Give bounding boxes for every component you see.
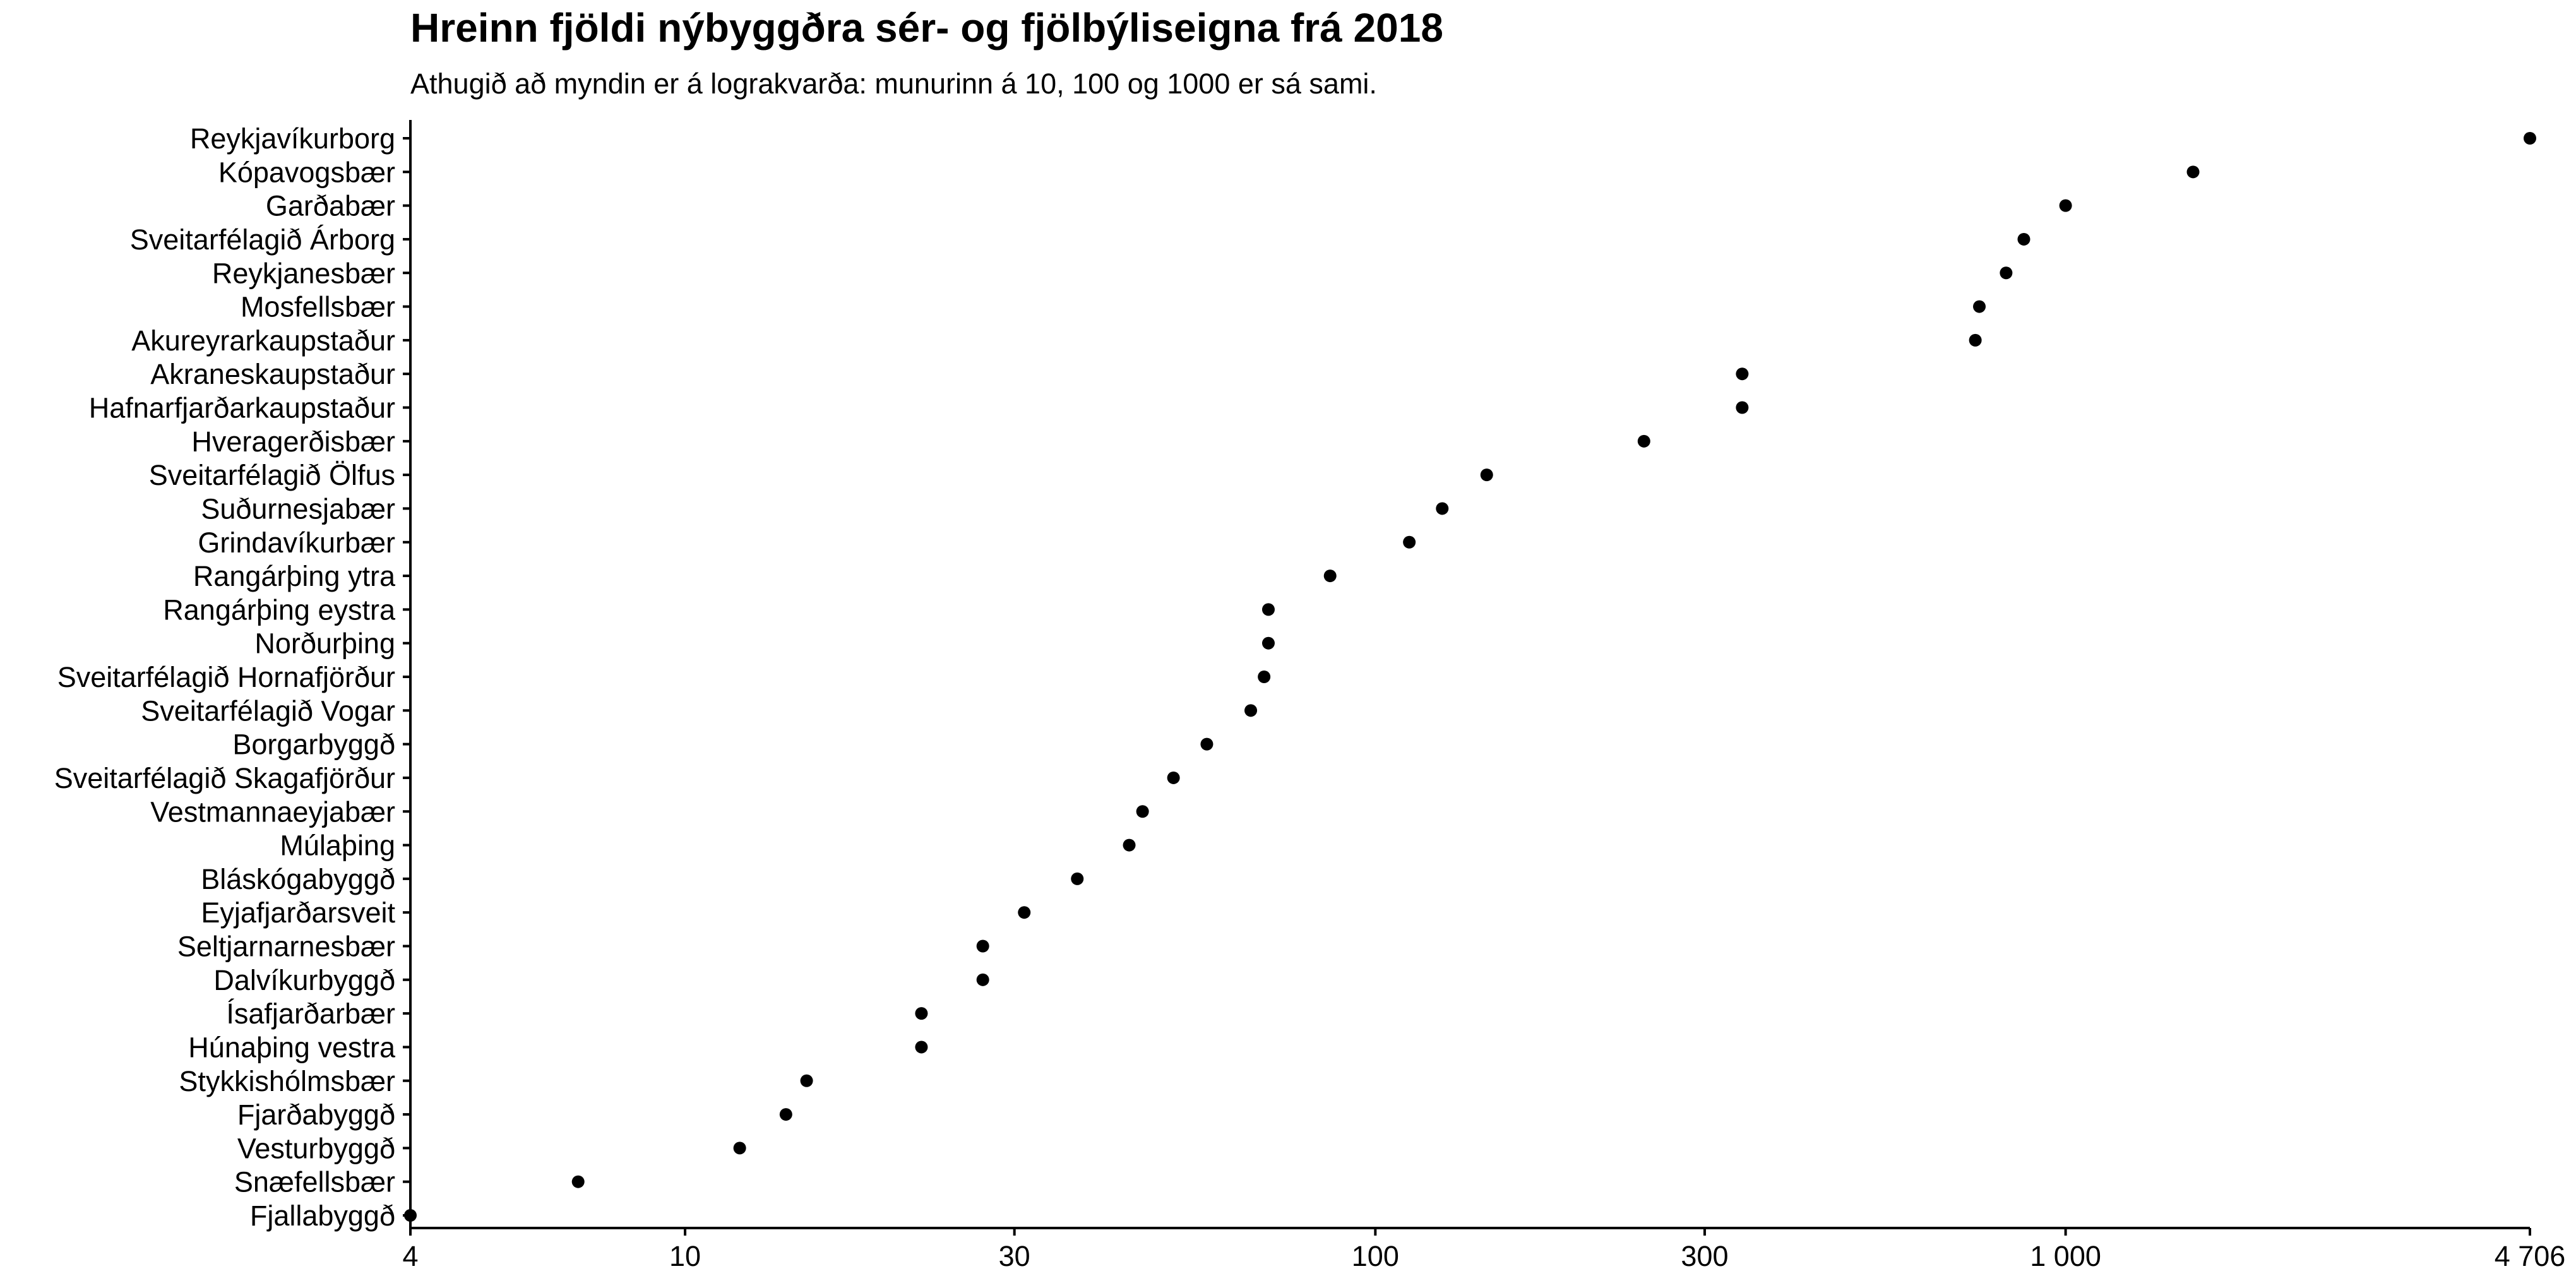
category-label: Fjallabyggð xyxy=(250,1200,395,1232)
category-label: Sveitarfélagið Hornafjörður xyxy=(57,661,395,693)
data-point xyxy=(1258,671,1271,683)
category-label: Múlaþing xyxy=(280,830,395,862)
x-tick-label: 30 xyxy=(999,1240,1030,1272)
category-label: Akureyrarkaupstaður xyxy=(131,325,395,357)
data-point xyxy=(1018,906,1031,919)
category-label: Garðabær xyxy=(266,190,395,222)
data-point xyxy=(571,1175,585,1188)
data-point xyxy=(1123,838,1136,852)
category-label: Sveitarfélagið Vogar xyxy=(141,695,395,727)
category-label: Sveitarfélagið Skagafjörður xyxy=(54,762,395,794)
category-label: Hveragerðisbær xyxy=(191,426,395,458)
category-label: Norðurþing xyxy=(254,628,395,660)
category-label: Rangárþing ytra xyxy=(193,560,396,592)
category-label: Rangárþing eystra xyxy=(163,593,396,626)
category-label: Reykjanesbær xyxy=(212,257,395,289)
chart-title: Hreinn fjöldi nýbyggðra sér- og fjölbýli… xyxy=(410,5,1443,51)
x-tick-label: 300 xyxy=(1681,1240,1728,1272)
data-point xyxy=(800,1074,813,1087)
category-label: Kópavogsbær xyxy=(218,156,395,188)
category-label: Fjarðabyggð xyxy=(237,1099,395,1131)
category-label: Ísafjarðarbær xyxy=(226,998,395,1030)
category-label: Grindavíkurbær xyxy=(198,527,395,559)
category-label: Snæfellsbær xyxy=(234,1166,395,1198)
data-point xyxy=(1436,502,1449,515)
x-tick-label: 100 xyxy=(1352,1240,1399,1272)
x-tick-label: 1 000 xyxy=(2030,1240,2101,1272)
data-point xyxy=(1167,771,1180,784)
data-point xyxy=(1736,401,1749,414)
data-point xyxy=(1071,872,1084,885)
data-point xyxy=(2059,199,2072,212)
category-label: Sveitarfélagið Ölfus xyxy=(149,459,395,491)
category-label: Eyjafjarðarsveit xyxy=(201,897,395,929)
category-label: Bláskógabyggð xyxy=(201,863,395,895)
category-label: Seltjarnarnesbær xyxy=(177,931,395,963)
data-point xyxy=(2017,232,2030,246)
category-label: Stykkishólmsbær xyxy=(179,1065,395,1097)
x-tick-label: 4 xyxy=(402,1240,418,1272)
data-point xyxy=(915,1041,928,1054)
category-label: Mosfellsbær xyxy=(241,291,395,323)
category-label: Dalvíkurbyggð xyxy=(213,964,395,996)
category-label: Húnaþing vestra xyxy=(188,1031,396,1063)
data-point xyxy=(1323,569,1337,583)
category-label: Borgarbyggð xyxy=(232,729,395,761)
data-point xyxy=(1244,704,1258,717)
category-label: Vestmannaeyjabær xyxy=(150,796,395,828)
category-label: Hafnarfjarðarkaupstaður xyxy=(89,392,395,424)
data-point xyxy=(1480,468,1493,482)
category-label: Akraneskaupstaður xyxy=(150,358,395,390)
data-point xyxy=(2524,132,2536,145)
y-axis: ReykjavíkurborgKópavogsbærGarðabærSveita… xyxy=(54,120,412,1232)
data-point xyxy=(2000,266,2013,280)
data-point xyxy=(1136,805,1149,818)
data-point xyxy=(915,1007,928,1020)
data-point xyxy=(1736,367,1749,381)
data-point xyxy=(1969,333,1982,347)
data-point xyxy=(404,1209,417,1222)
category-label: Sveitarfélagið Árborg xyxy=(130,224,395,256)
x-axis: 4 10 30 100 300 1 000 4 706 xyxy=(402,1227,2566,1272)
x-tick-label: 4 706 xyxy=(2495,1240,2566,1272)
category-label: Reykjavíkurborg xyxy=(190,122,395,155)
data-point xyxy=(779,1108,792,1121)
category-label: Vesturbyggð xyxy=(237,1132,395,1164)
chart-subtitle: Athugið að myndin er á lograkvarða: munu… xyxy=(410,68,1377,100)
data-point xyxy=(1637,434,1650,448)
data-point xyxy=(976,939,989,953)
data-point xyxy=(1973,300,1986,313)
data-point xyxy=(976,973,989,986)
x-tick-label: 10 xyxy=(669,1240,701,1272)
data-point xyxy=(1403,535,1416,549)
category-label: Suðurnesjabær xyxy=(201,492,395,525)
data-point xyxy=(1200,737,1213,751)
data-point xyxy=(1261,603,1275,616)
data-point xyxy=(1261,636,1275,650)
data-point xyxy=(2186,165,2200,179)
data-point xyxy=(733,1142,746,1155)
data-points xyxy=(404,132,2536,1222)
